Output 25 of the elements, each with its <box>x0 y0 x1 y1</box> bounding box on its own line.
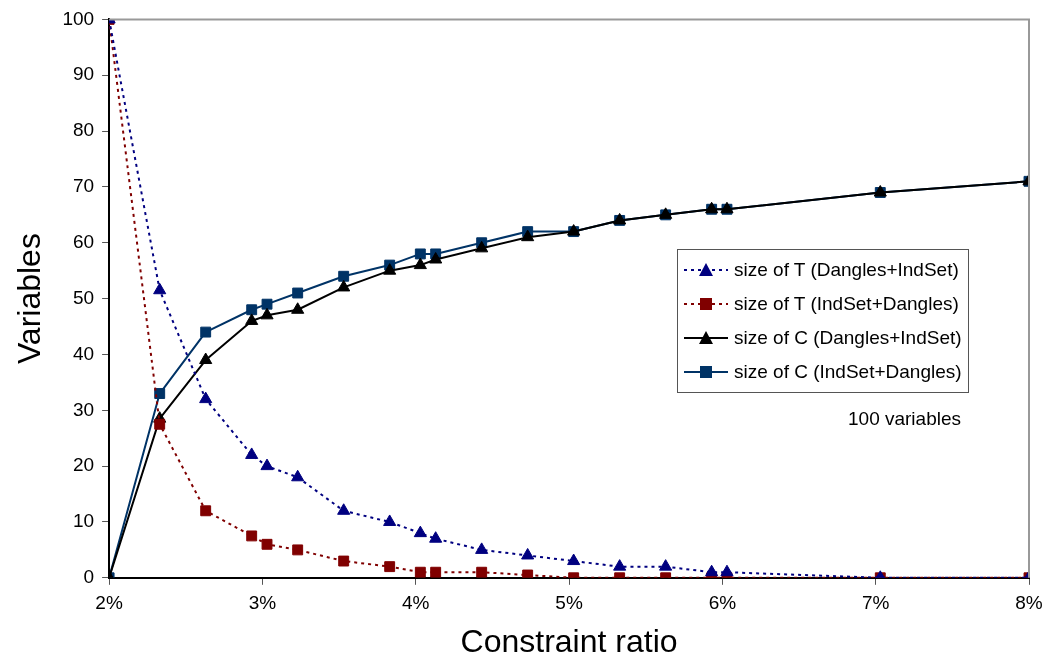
annotation: 100 variables <box>848 408 962 430</box>
x-tick-label: 6% <box>708 592 737 614</box>
y-tick-label: 60 <box>72 230 95 252</box>
x-tick-label: 4% <box>402 592 430 614</box>
y-axis-title: Variables <box>11 233 48 365</box>
y-tick-label: 40 <box>72 342 95 364</box>
x-tick-label: 8% <box>1015 592 1043 614</box>
x-tick-label: 7% <box>861 592 890 614</box>
y-tick-label: 100 <box>62 7 95 29</box>
legend-label: size of T (Dangles+IndSet) <box>734 258 959 283</box>
x-tick-label: 2% <box>95 592 123 614</box>
y-tick-label: 0 <box>83 566 95 588</box>
x-tick-label: 5% <box>555 592 583 614</box>
y-tick-label: 70 <box>72 175 95 197</box>
x-axis-title: Constraint ratio <box>460 622 678 659</box>
y-tick-label: 30 <box>72 398 95 420</box>
y-tick-label: 80 <box>72 119 95 141</box>
y-tick-label: 20 <box>72 454 95 476</box>
x-tick-label: 3% <box>248 592 277 614</box>
legend-label: size of C (IndSet+Dangles) <box>734 360 962 385</box>
legend-label: size of T (IndSet+Dangles) <box>734 292 959 317</box>
y-tick-label: 90 <box>72 63 95 85</box>
y-tick-label: 50 <box>72 286 95 308</box>
legend-label: size of C (Dangles+IndSet) <box>734 326 962 351</box>
y-tick-label: 10 <box>72 510 95 532</box>
